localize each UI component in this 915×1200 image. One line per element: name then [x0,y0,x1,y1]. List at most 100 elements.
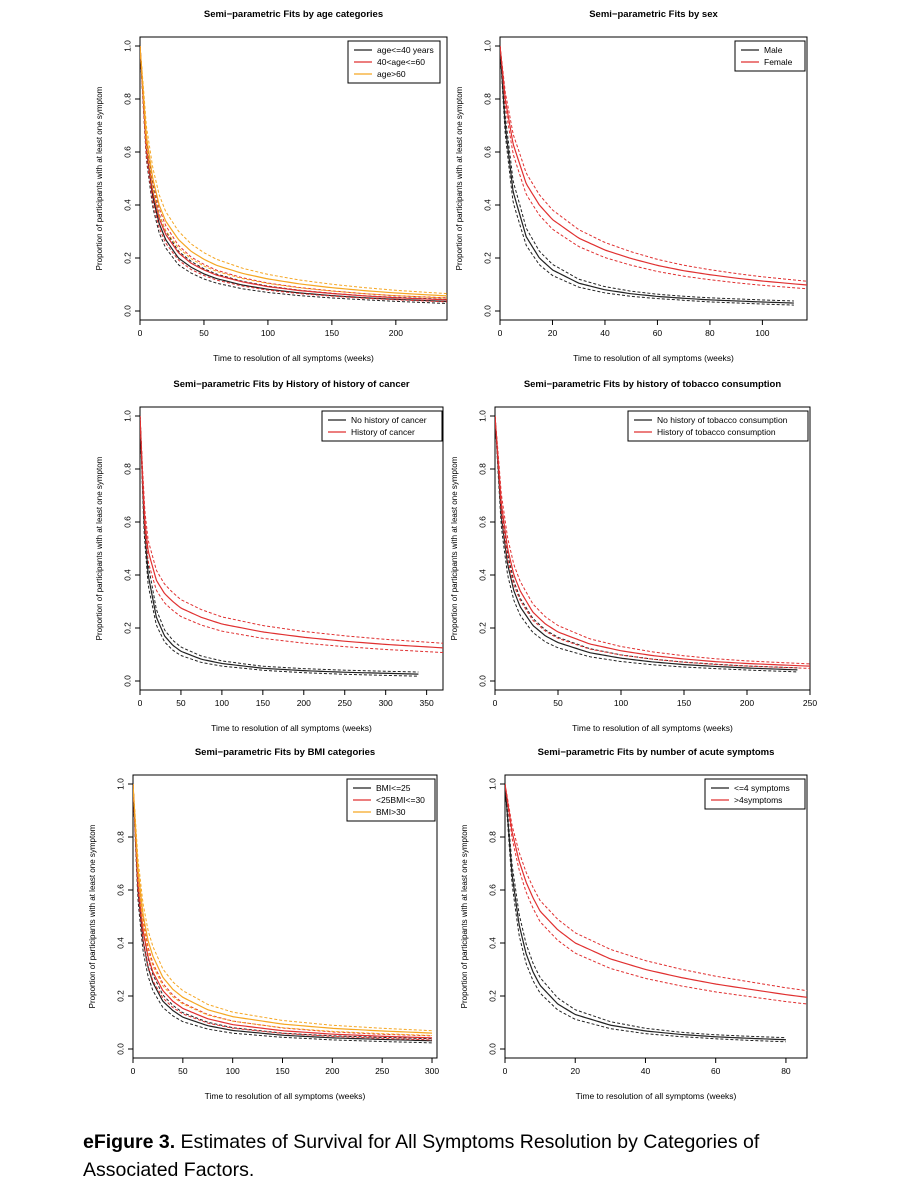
x-tick-label: 0 [138,698,143,708]
legend-label: History of tobacco consumption [657,427,776,437]
x-tick-label: 20 [570,1066,580,1076]
y-tick-label: 1.0 [115,778,125,790]
series-upper-bound [140,45,447,300]
legend-label: Male [764,45,783,55]
y-tick-label: 0.6 [482,146,492,158]
series-line [133,783,433,1042]
series-lower-bound [133,783,433,1044]
chart-title: Semi−parametric Fits by history of tobac… [524,379,782,390]
series-lower-bound [495,415,798,673]
chart-title: Semi−parametric Fits by number of acute … [538,747,775,758]
series-2 [500,45,807,290]
y-tick-label: 0.0 [115,1043,125,1055]
plot-frame [499,36,808,321]
x-tick-label: 250 [338,698,352,708]
y-tick-label: 0.0 [122,675,132,687]
y-tick-label: 0.8 [122,463,132,475]
series-1 [500,45,794,306]
x-tick-label: 100 [261,328,275,338]
chart-panel-2: Semi−parametric Fits by sex 0 20 40 60 80 100 0… [455,9,808,363]
x-tick-label: 50 [178,1066,188,1076]
legend-label: No history of cancer [351,415,427,425]
x-tick-label: 200 [325,1066,339,1076]
legend-label: Female [764,57,793,67]
series-2 [133,783,433,1041]
series-line [140,45,447,301]
x-tick-label: 100 [226,1066,240,1076]
x-axis-label: Time to resolution of all symptoms (week… [573,353,734,363]
x-tick-label: 0 [131,1066,136,1076]
series-upper-bound [133,783,433,1037]
series-line [505,783,786,1041]
x-axis-label: Time to resolution of all symptoms (week… [211,723,372,733]
legend-box [734,40,806,72]
series-2 [140,45,447,303]
series-upper-bound [495,415,798,669]
chart-title: Semi−parametric Fits by History of histo… [173,379,410,390]
series-2 [495,415,810,669]
series-lower-bound [500,45,794,306]
series-1 [495,415,798,673]
x-tick-label: 100 [755,328,769,338]
legend-box [321,410,443,442]
series-1 [505,783,786,1043]
series-lower-bound [133,783,433,1036]
series-1 [140,415,419,677]
x-tick-label: 200 [297,698,311,708]
x-tick-label: 0 [138,328,143,338]
y-tick-label: 0.0 [487,1043,497,1055]
y-tick-label: 0.2 [115,990,125,1002]
y-tick-label: 0.8 [115,831,125,843]
x-axis-label: Time to resolution of all symptoms (week… [213,353,374,363]
chart-title: Semi−parametric Fits by age categories [204,9,383,20]
legend-label: age<=40 years [377,45,434,55]
legend-label: age>60 [377,69,406,79]
y-tick-label: 0.6 [115,884,125,896]
legend-label: >4symptoms [734,795,782,805]
series-line [140,45,447,303]
series-1 [140,45,447,304]
y-tick-label: 0.4 [115,937,125,949]
x-tick-label: 50 [553,698,563,708]
y-tick-label: 0.6 [487,884,497,896]
y-tick-label: 1.0 [482,40,492,52]
x-tick-label: 100 [614,698,628,708]
series-upper-bound [140,45,447,295]
series-upper-bound [140,415,443,644]
x-tick-label: 0 [493,698,498,708]
y-tick-label: 0.4 [482,199,492,211]
x-tick-label: 60 [653,328,663,338]
series-upper-bound [133,783,433,1040]
y-tick-label: 0.6 [122,516,132,528]
series-upper-bound [133,783,433,1032]
legend: BMI<=25 <25BMI<=30 BMI>30 [346,778,436,822]
y-axis-label: Proportion of participants with at least… [88,824,97,1008]
x-tick-label: 150 [256,698,270,708]
series-lower-bound [140,415,419,677]
legend-label: No history of tobacco consumption [657,415,788,425]
y-tick-label: 0.2 [487,990,497,1002]
plot-frame [494,406,811,691]
x-axis-label: Time to resolution of all symptoms (week… [576,1091,737,1101]
y-axis-label: Proportion of participants with at least… [95,86,104,270]
chart-panel-6: Semi−parametric Fits by number of acute … [460,747,808,1101]
x-tick-label: 350 [420,698,434,708]
y-tick-label: 0.6 [477,516,487,528]
legend-box [627,410,809,442]
y-tick-label: 0.4 [122,569,132,581]
x-tick-label: 150 [325,328,339,338]
caption-text: Estimates of Survival for All Symptoms R… [83,1131,760,1181]
legend-box [704,778,806,810]
x-axis-label: Time to resolution of all symptoms (week… [205,1091,366,1101]
series-lower-bound [140,45,447,299]
x-tick-label: 80 [781,1066,791,1076]
y-tick-label: 0.4 [487,937,497,949]
series-line [500,45,794,304]
chart-panel-4: Semi−parametric Fits by history of tobac… [450,379,817,733]
series-2 [140,415,443,654]
series-2 [505,783,807,1005]
y-tick-label: 0.4 [122,199,132,211]
y-axis-label: Proportion of participants with at least… [455,86,464,270]
y-tick-label: 0.6 [122,146,132,158]
series-lower-bound [140,45,447,304]
